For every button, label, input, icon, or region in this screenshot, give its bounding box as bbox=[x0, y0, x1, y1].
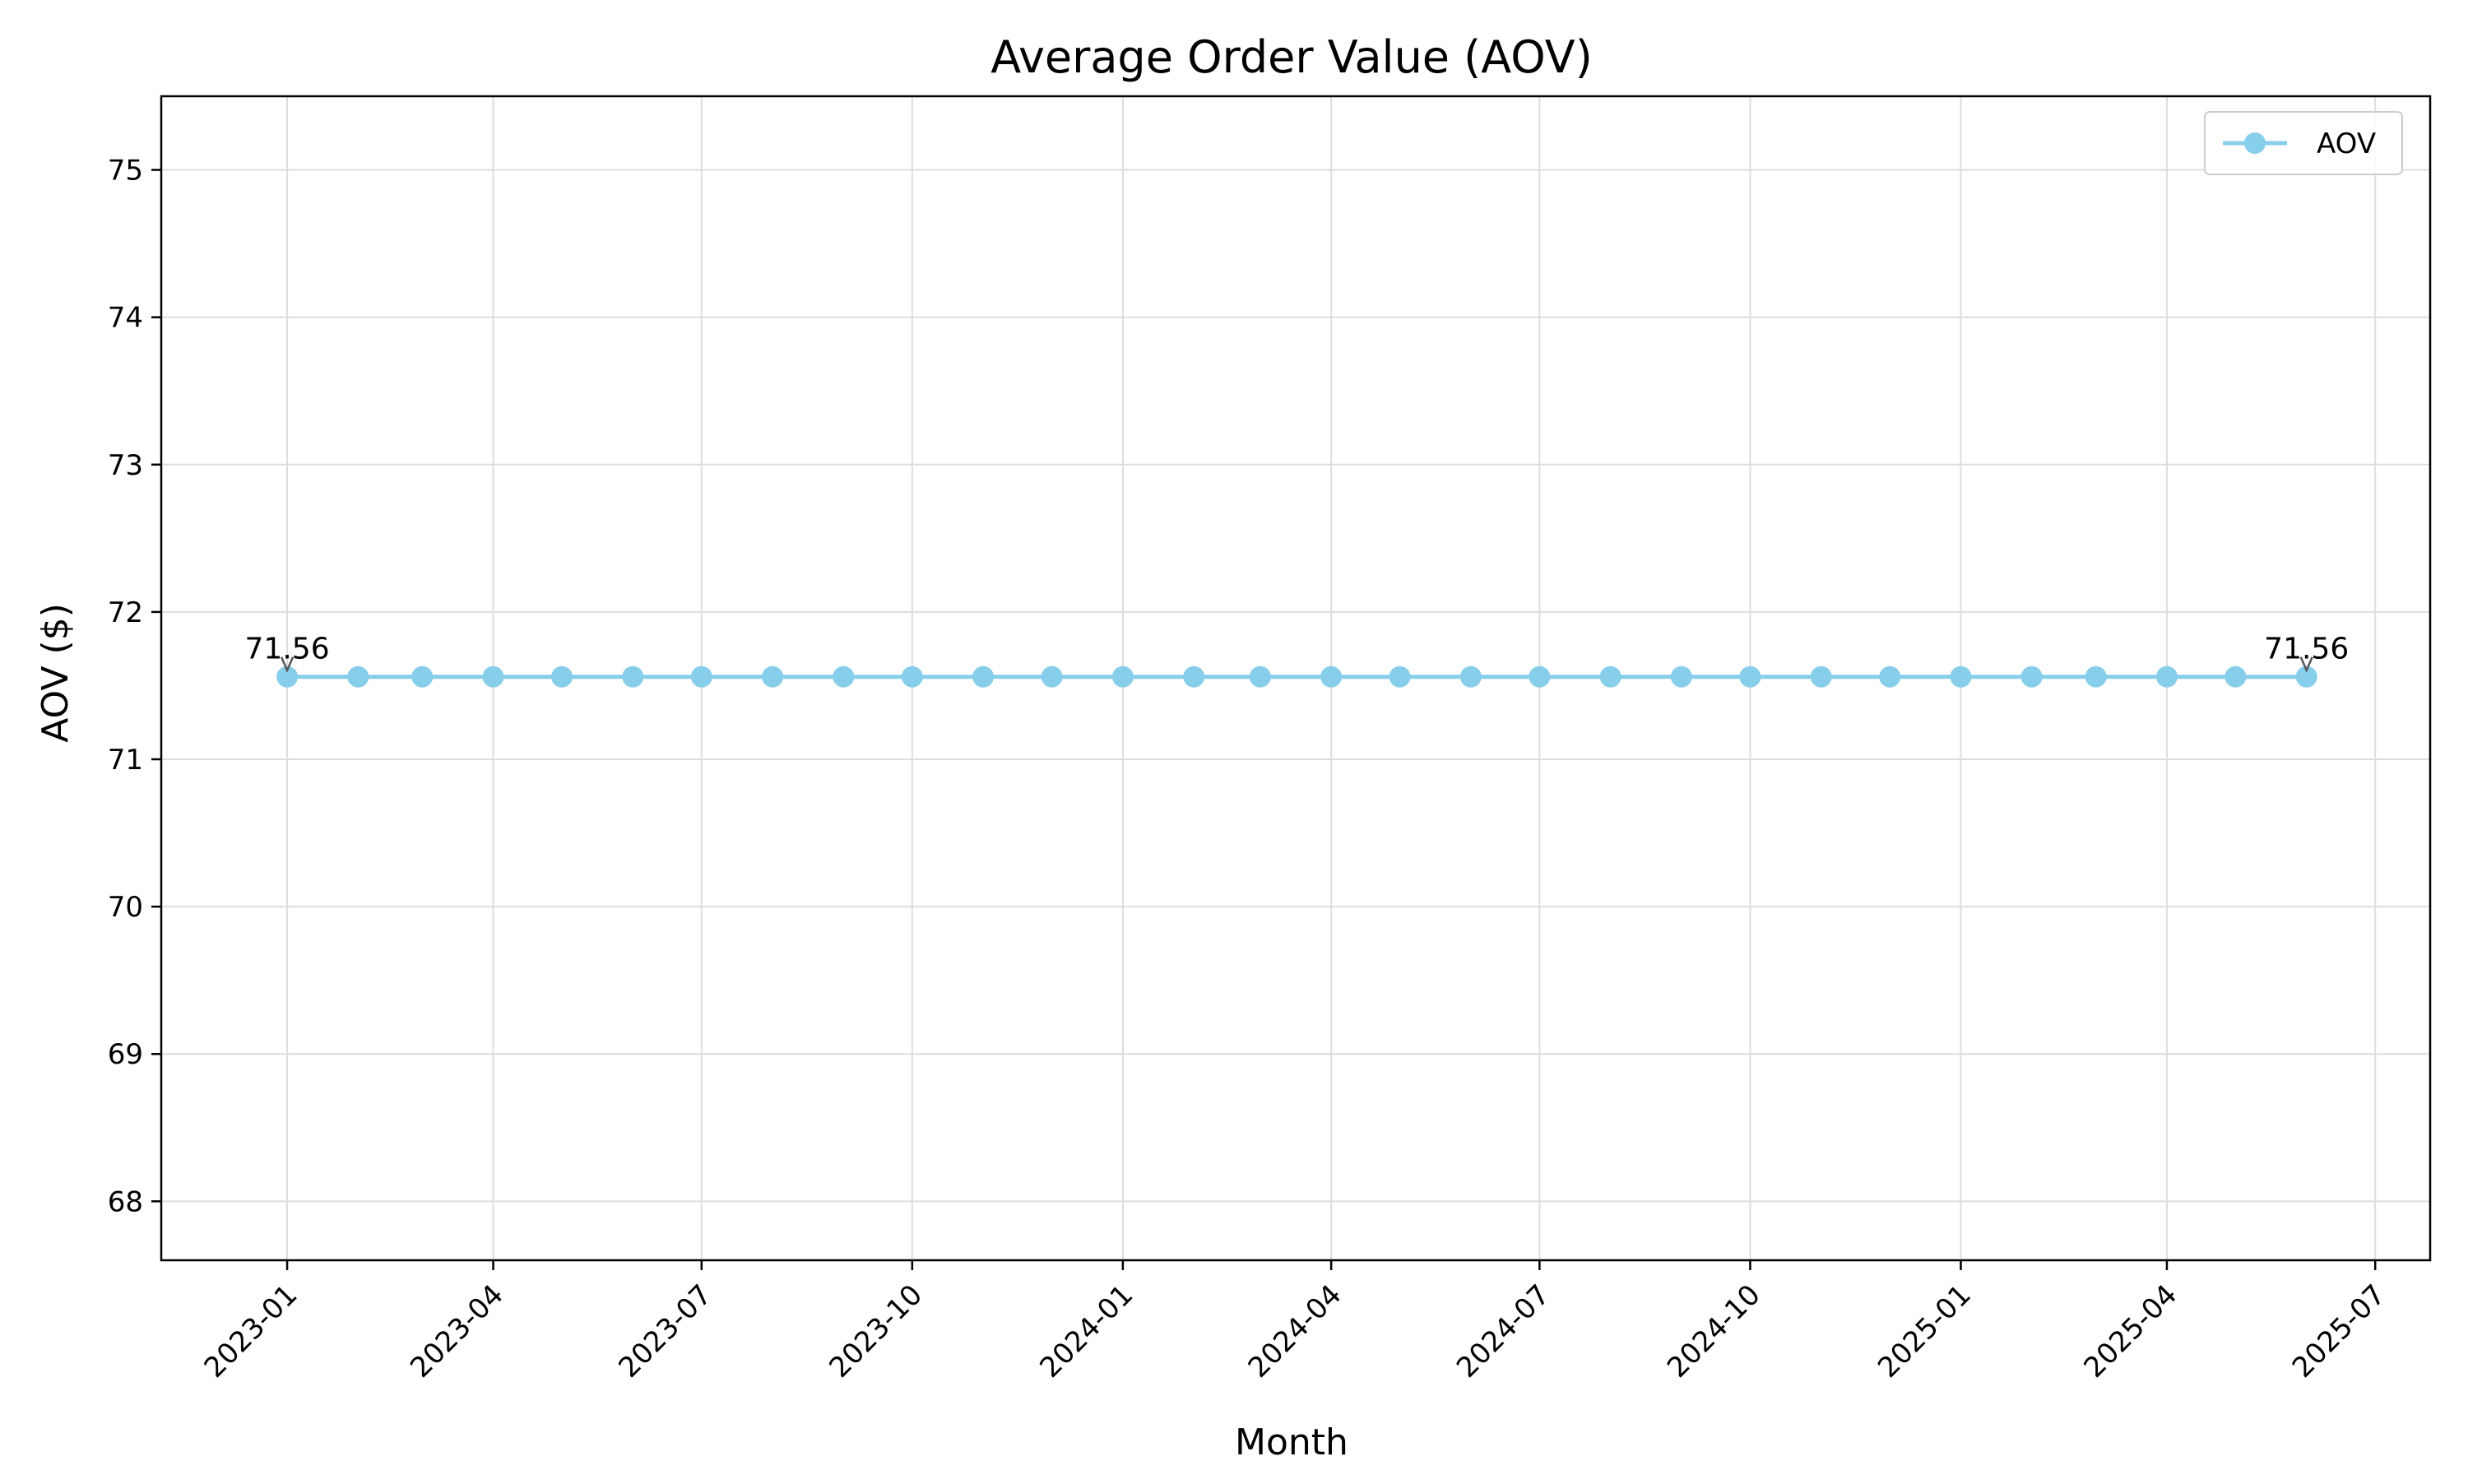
series-layer bbox=[276, 665, 2317, 688]
data-point bbox=[1041, 665, 1063, 688]
annotation-label: 71.56 bbox=[2264, 633, 2349, 666]
y-tick-label: 68 bbox=[108, 1185, 143, 1218]
annotation-label: 71.56 bbox=[245, 633, 330, 666]
data-point bbox=[1739, 665, 1761, 688]
y-tick-label: 75 bbox=[108, 155, 143, 188]
y-tick-label: 72 bbox=[108, 596, 143, 629]
data-point bbox=[1111, 665, 1134, 688]
data-point bbox=[2224, 665, 2247, 688]
legend-box bbox=[2204, 111, 2403, 175]
data-point bbox=[2020, 665, 2043, 688]
data-point bbox=[2085, 665, 2107, 688]
y-tick-label: 70 bbox=[108, 891, 143, 924]
data-point bbox=[972, 665, 995, 688]
data-point bbox=[1320, 665, 1343, 688]
data-point bbox=[1879, 665, 1901, 688]
data-point bbox=[690, 665, 712, 688]
x-axis-label: Month bbox=[1235, 1421, 1348, 1463]
data-point bbox=[551, 665, 573, 688]
legend-entry-aov: AOV bbox=[2317, 128, 2376, 160]
y-axis-label: AOV ($) bbox=[35, 603, 77, 743]
data-point bbox=[1389, 665, 1411, 688]
data-point bbox=[762, 665, 784, 688]
data-point bbox=[276, 665, 299, 688]
data-point bbox=[622, 665, 644, 688]
y-tick-label: 71 bbox=[108, 744, 143, 777]
annotation-arrow bbox=[2299, 656, 2313, 673]
y-tick-label: 73 bbox=[108, 449, 143, 482]
data-point bbox=[1529, 665, 1551, 688]
data-point bbox=[2295, 665, 2317, 688]
data-point bbox=[2155, 665, 2178, 688]
data-point bbox=[1950, 665, 1972, 688]
data-point bbox=[833, 665, 855, 688]
data-point bbox=[901, 665, 923, 688]
data-point bbox=[1183, 665, 1205, 688]
data-point bbox=[1670, 665, 1692, 688]
data-point bbox=[347, 665, 369, 688]
data-point bbox=[1249, 665, 1271, 688]
y-tick-label: 69 bbox=[108, 1038, 143, 1071]
data-point bbox=[1459, 665, 1482, 688]
data-point bbox=[1599, 665, 1621, 688]
plot-frame bbox=[160, 95, 2432, 1262]
data-point bbox=[1810, 665, 1832, 688]
legend: AOV bbox=[2204, 111, 2403, 175]
annotation-arrow bbox=[280, 656, 295, 673]
y-tick-label: 74 bbox=[108, 302, 143, 335]
legend-marker-swatch bbox=[2244, 132, 2266, 154]
data-point bbox=[482, 665, 504, 688]
chart-title: Average Order Value (AOV) bbox=[990, 31, 1593, 83]
data-point bbox=[411, 665, 434, 688]
annotation-layer: 71.56 71.56 bbox=[245, 633, 2349, 673]
